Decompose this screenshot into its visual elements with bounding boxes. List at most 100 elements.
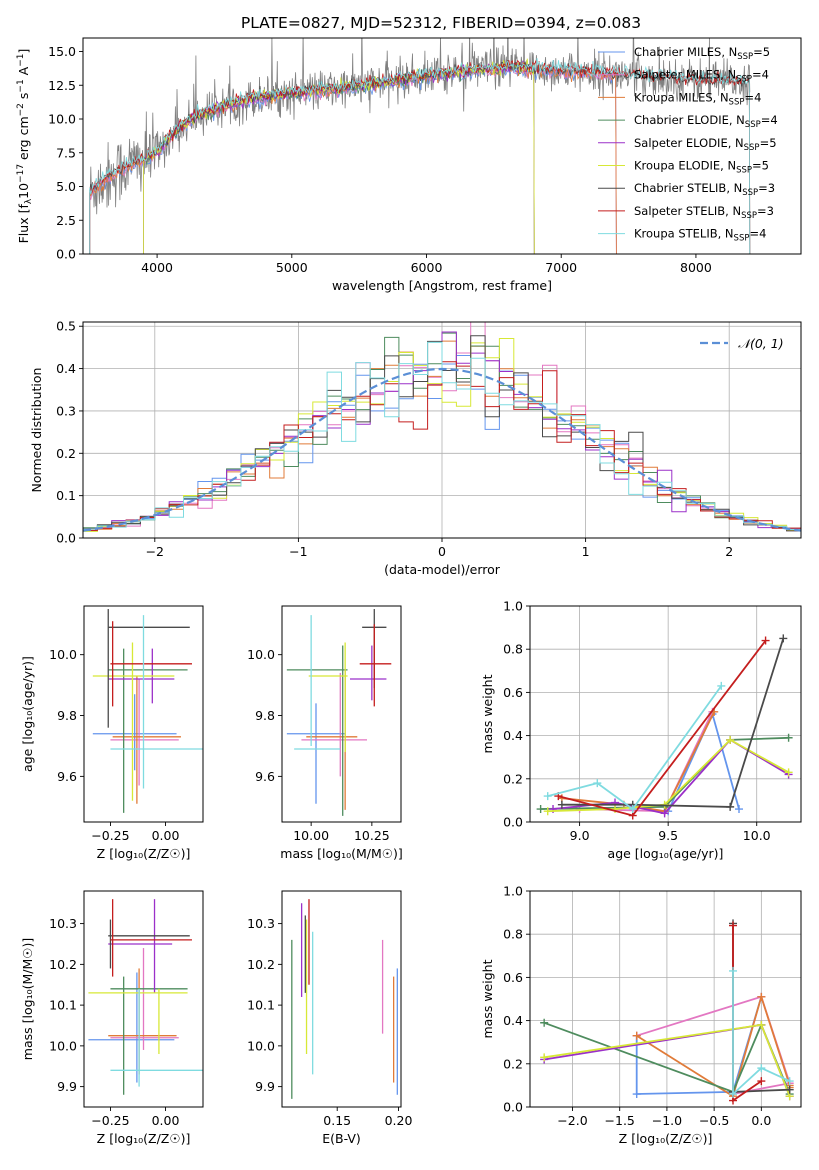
weight-vs-age-panel: 9.0 9.5 10.0 0.0 0.2 0.4 0.6 0.8 1.0 age [log₁₀(a… [480,599,802,861]
y-tick-label: 0.2 [503,771,523,786]
x-tick-label: 0.20 [385,1113,413,1128]
x-axis-label: Z [log₁₀(Z/Z☉)] [97,846,191,861]
x-tick-label: −2 [146,544,164,559]
plot-area [88,899,203,1095]
y-tick-label: 10.0 [48,112,76,127]
x-tick-label: 0 [438,544,446,559]
axes-frame [529,605,802,823]
x-tick-label: 5000 [276,260,308,275]
y-tick-label: 10.3 [247,916,275,931]
x-tick-label: −1 [289,544,307,559]
weight-marker [784,733,793,742]
weight-marker [757,1064,766,1073]
model-line-kroupa-stelib [89,57,751,254]
weight-line-chabrier-stelib [561,638,785,808]
y-tick-label: 0.1 [56,488,76,503]
y-tick-label: 2.5 [56,213,76,228]
model-line-chabrier-elodie [143,63,535,254]
axes-frame [281,890,402,1108]
weight-marker [785,1077,794,1086]
weight-marker [632,1031,641,1040]
plot-area [291,899,398,1099]
weight-marker [536,805,545,814]
x-tick-label: 0.0 [751,1113,771,1128]
y-tick-label: 0.4 [503,728,523,743]
x-tick-label: 2 [725,544,733,559]
x-tick-label: 10.00 [293,828,329,843]
model-line-chabrier-miles [89,64,617,254]
y-tick-label: 0.4 [56,361,76,376]
x-tick-label: 9.0 [570,828,590,843]
legend-label: Salpeter ELODIE, NSSP=5 [634,136,777,153]
x-tick-label: −0.25 [91,1113,129,1128]
weight-marker [557,800,566,809]
weight-marker [660,809,669,818]
axes-frame [83,890,204,1108]
mass-vs-EBV-panel: 0.15 0.20 9.9 10.0 10.1 10.2 10.3 E(B-V) [247,890,413,1146]
weight-marker [717,681,726,690]
weight-marker [540,1018,549,1027]
axes-frame [529,890,802,1108]
x-axis-label: E(B-V) [322,1131,361,1146]
y-tick-label: 10.0 [247,1038,275,1053]
y-tick-label: 9.6 [57,769,77,784]
legend-label: Salpeter MILES, NSSP=4 [634,68,769,85]
x-tick-label: 0.00 [152,1113,180,1128]
x-tick-label: 7000 [545,260,577,275]
y-tick-label: 10.2 [247,957,275,972]
x-tick-label: 4000 [141,260,173,275]
y-tick-label: 0.0 [503,815,523,830]
model-line-salpeter-miles [89,63,617,254]
mass-vs-Z-panel: −0.25 0.00 9.9 10.0 10.1 10.2 10.3 Z [log₁₀(Z/Z… [20,890,204,1146]
y-tick-label: 0.6 [503,685,523,700]
legend-label: 𝒩(0, 1) [738,336,784,351]
y-tick-label: 10.1 [247,998,275,1013]
y-tick-label: 0.6 [503,970,523,985]
y-axis-label: mass weight [480,959,495,1038]
weight-marker [543,807,552,816]
plot-area [83,322,801,538]
y-tick-label: 1.0 [503,884,523,899]
x-axis-label: mass [log₁₀(M/M☉)] [280,846,402,861]
y-tick-label: 12.5 [48,78,76,93]
y-tick-label: 9.9 [57,1079,77,1094]
y-tick-label: 0.8 [503,927,523,942]
weight-marker [593,779,602,788]
y-tick-label: 9.9 [255,1079,275,1094]
y-axis-label: age [log₁₀(age/yr)] [20,656,35,772]
axes-frame [281,605,402,823]
x-tick-label: 0.15 [323,1113,351,1128]
y-tick-label: 0.0 [56,531,76,546]
y-tick-label: 10.3 [49,916,77,931]
y-tick-label: 9.8 [255,708,275,723]
weight-marker [628,805,637,814]
weight-marker [726,802,735,811]
legend-label: Kroupa MILES, NSSP=4 [634,90,761,107]
weight-marker [785,1085,794,1094]
x-axis-label: Z [log₁₀(Z/Z☉)] [619,1131,713,1146]
weight-marker [540,1053,549,1062]
y-tick-label: 10.1 [49,998,77,1013]
axes-frame [83,605,204,823]
x-tick-label: 9.5 [658,828,678,843]
y-tick-label: 5.0 [56,179,76,194]
plot-area [89,38,751,254]
residuals-panel: −2 −1 0 1 2 0.0 0.1 0.2 0.3 0.4 0.5 (data-model)/er… [29,319,802,577]
y-tick-label: 0.2 [56,446,76,461]
y-tick-label: 9.8 [57,708,77,723]
y-axis-label: Normed distribution [29,368,44,493]
weight-marker [757,1020,766,1029]
y-tick-label: 0.3 [56,403,76,418]
weight-marker [726,735,735,744]
age-vs-Z-panel: −0.25 0.00 9.6 9.8 10.0 Z [log₁₀(Z/Z☉)] age [l… [20,605,204,861]
x-axis-label: wavelength [Angstrom, rest frame] [332,278,552,293]
legend-label: Chabrier MILES, NSSP=5 [634,45,770,62]
plot-area [536,634,793,820]
y-tick-label: 0.8 [503,642,523,657]
weight-marker [729,966,738,975]
weight-line-salpeter-stelib [558,640,767,817]
legend-label: Chabrier STELIB, NSSP=3 [634,181,775,198]
legend-label: Chabrier ELODIE, NSSP=4 [634,113,778,130]
weight-vs-Z-panel: −2.0 −1.5 −1.0 −0.5 0.0 0.0 0.2 0.4 0.6 0.8 1.0 Z [… [480,884,802,1146]
y-tick-label: 0.4 [503,1013,523,1028]
